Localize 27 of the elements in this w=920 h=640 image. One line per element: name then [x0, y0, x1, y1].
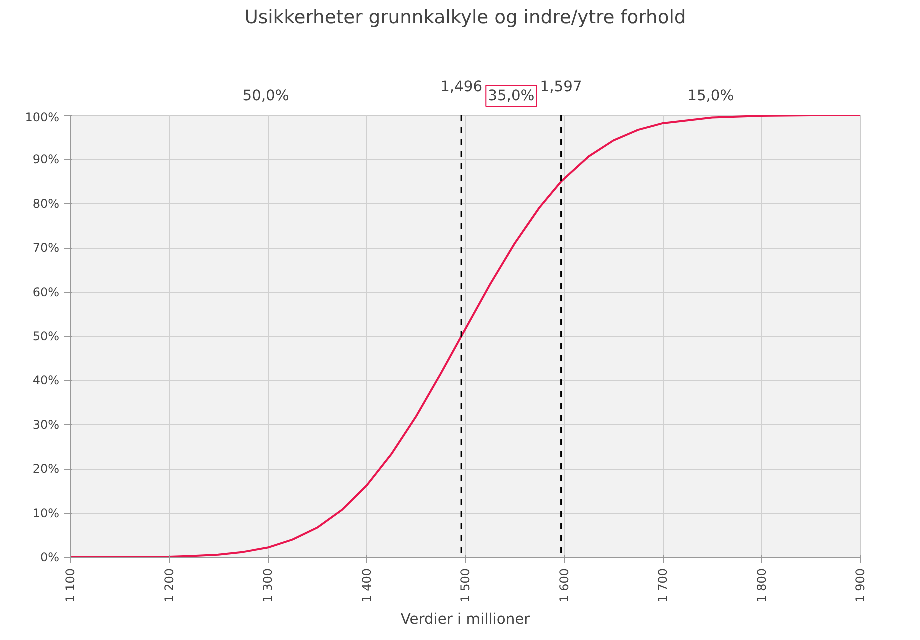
chart-title: Usikkerheter grunnkalkyle og indre/ytre forhold — [244, 8, 686, 28]
x-tick-label: 1 800 — [754, 568, 769, 603]
y-tick-label: 20% — [32, 462, 60, 476]
x-tick-label: 1 100 — [64, 568, 78, 603]
y-tick-label: 40% — [32, 374, 60, 388]
y-tick-label: 0% — [40, 550, 60, 564]
text: 50,0% — [242, 88, 290, 105]
y-tick-label: 50% — [32, 330, 60, 344]
y-tick-label: 80% — [32, 196, 60, 211]
x-tick-label: 1 300 — [261, 568, 275, 603]
y-tick-label: 10% — [32, 506, 60, 520]
x-axis-title: Verdier i millioner — [400, 610, 532, 628]
x-tick-label: 1 600 — [557, 568, 572, 603]
text: 35,0% — [488, 88, 535, 105]
y-tick-label: 60% — [32, 285, 60, 300]
x-tick-label: 1 400 — [360, 568, 374, 603]
x-tick-label: 1 900 — [854, 568, 868, 603]
text: 15,0% — [688, 88, 734, 105]
x-tick-label: 1 500 — [458, 568, 472, 603]
x-tick-label: 1 200 — [162, 568, 176, 603]
y-tick-label: 90% — [32, 152, 60, 167]
y-tick-label: 70% — [32, 241, 60, 256]
y-tick-label: 100% — [25, 110, 60, 124]
ref-line-label: 1,496 — [440, 78, 483, 96]
y-tick-label: 30% — [32, 418, 60, 432]
x-tick-label: 1 700 — [656, 568, 670, 603]
ref-line-label: 1,597 — [540, 78, 582, 96]
